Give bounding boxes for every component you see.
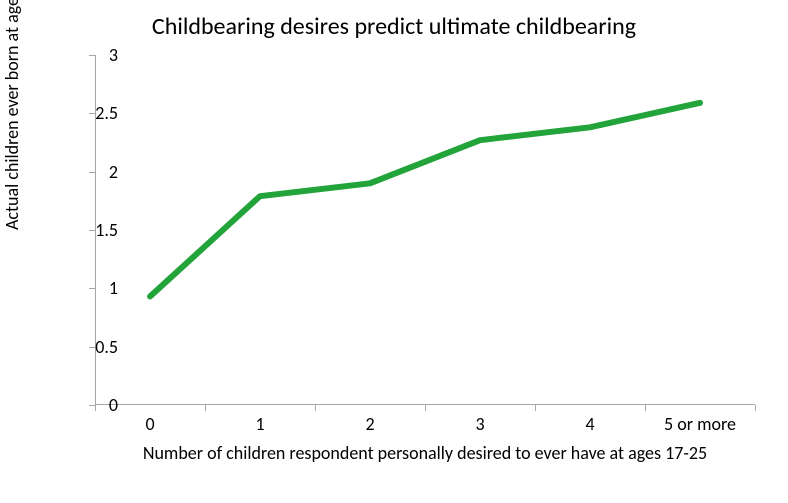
x-tick-label: 5 or more: [664, 413, 736, 435]
y-tick-label: 2: [68, 161, 118, 183]
chart-title: Childbearing desires predict ultimate ch…: [0, 12, 788, 41]
x-tick: [315, 405, 316, 411]
y-tick-label: 2.5: [68, 102, 118, 124]
x-tick: [205, 405, 206, 411]
y-tick-label: 0: [68, 394, 118, 416]
y-tick-label: 3: [68, 44, 118, 66]
x-tick-label: 3: [475, 413, 484, 435]
x-tick-label: 4: [585, 413, 594, 435]
y-tick-label: 0.5: [68, 336, 118, 358]
x-tick-label: 1: [255, 413, 264, 435]
y-axis-title: Actual children ever born at age 44-55: [1, 0, 23, 230]
x-axis-title: Number of children respondent personally…: [95, 442, 755, 465]
x-tick-label: 2: [365, 413, 374, 435]
x-tick: [645, 405, 646, 411]
plot-area: 012345 or more: [95, 55, 755, 405]
line-series: [95, 55, 755, 405]
x-tick: [425, 405, 426, 411]
x-tick: [755, 405, 756, 411]
chart-container: Childbearing desires predict ultimate ch…: [0, 0, 788, 503]
x-tick-label: 0: [145, 413, 154, 435]
x-tick: [535, 405, 536, 411]
y-tick-label: 1: [68, 277, 118, 299]
y-tick-label: 1.5: [68, 219, 118, 241]
